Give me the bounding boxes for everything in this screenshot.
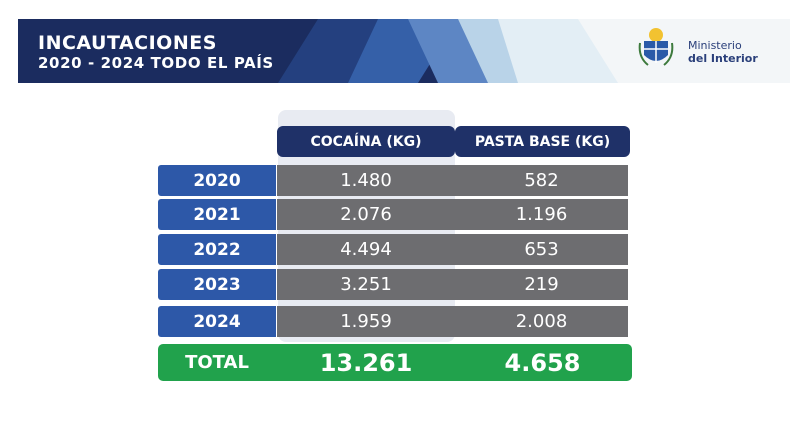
row-year: 2023 — [158, 269, 276, 300]
total-cocaina-value: 13.261 — [319, 348, 413, 377]
total-label: TOTAL — [185, 352, 249, 373]
row-year: 2022 — [158, 234, 276, 265]
pasta-base-value: 582 — [455, 165, 628, 196]
total-row — [158, 344, 632, 381]
logo-text-ministerio: Ministerio — [688, 39, 742, 52]
row-year: 2020 — [158, 165, 276, 196]
pasta-base-value: 653 — [455, 234, 628, 265]
logo-text-interior: del Interior — [688, 52, 758, 65]
cocaina-value: 2.076 — [277, 199, 455, 230]
cocaina-value: 3.251 — [277, 269, 455, 300]
row-year: 2021 — [158, 199, 276, 230]
pasta-base-value: 2.008 — [455, 306, 628, 337]
header-banner: INCAUTACIONES 2020 - 2024 TODO EL PAÍS M… — [18, 19, 790, 83]
total-pasta-base-value: 4.658 — [504, 348, 581, 377]
page-subtitle: 2020 - 2024 TODO EL PAÍS — [38, 54, 274, 72]
column-header-pasta-base: PASTA BASE (KG) — [455, 126, 630, 157]
ministry-logo: Ministerio del Interior — [638, 25, 788, 77]
cocaina-value: 1.959 — [277, 306, 455, 337]
coat-of-arms-icon — [638, 28, 674, 66]
column-header-cocaina: COCAÍNA (KG) — [277, 126, 455, 157]
pasta-base-value: 219 — [455, 269, 628, 300]
cocaina-value: 4.494 — [277, 234, 455, 265]
page-title: INCAUTACIONES — [38, 32, 217, 54]
cocaina-value: 1.480 — [277, 165, 455, 196]
row-year: 2024 — [158, 306, 276, 337]
pasta-base-value: 1.196 — [455, 199, 628, 230]
